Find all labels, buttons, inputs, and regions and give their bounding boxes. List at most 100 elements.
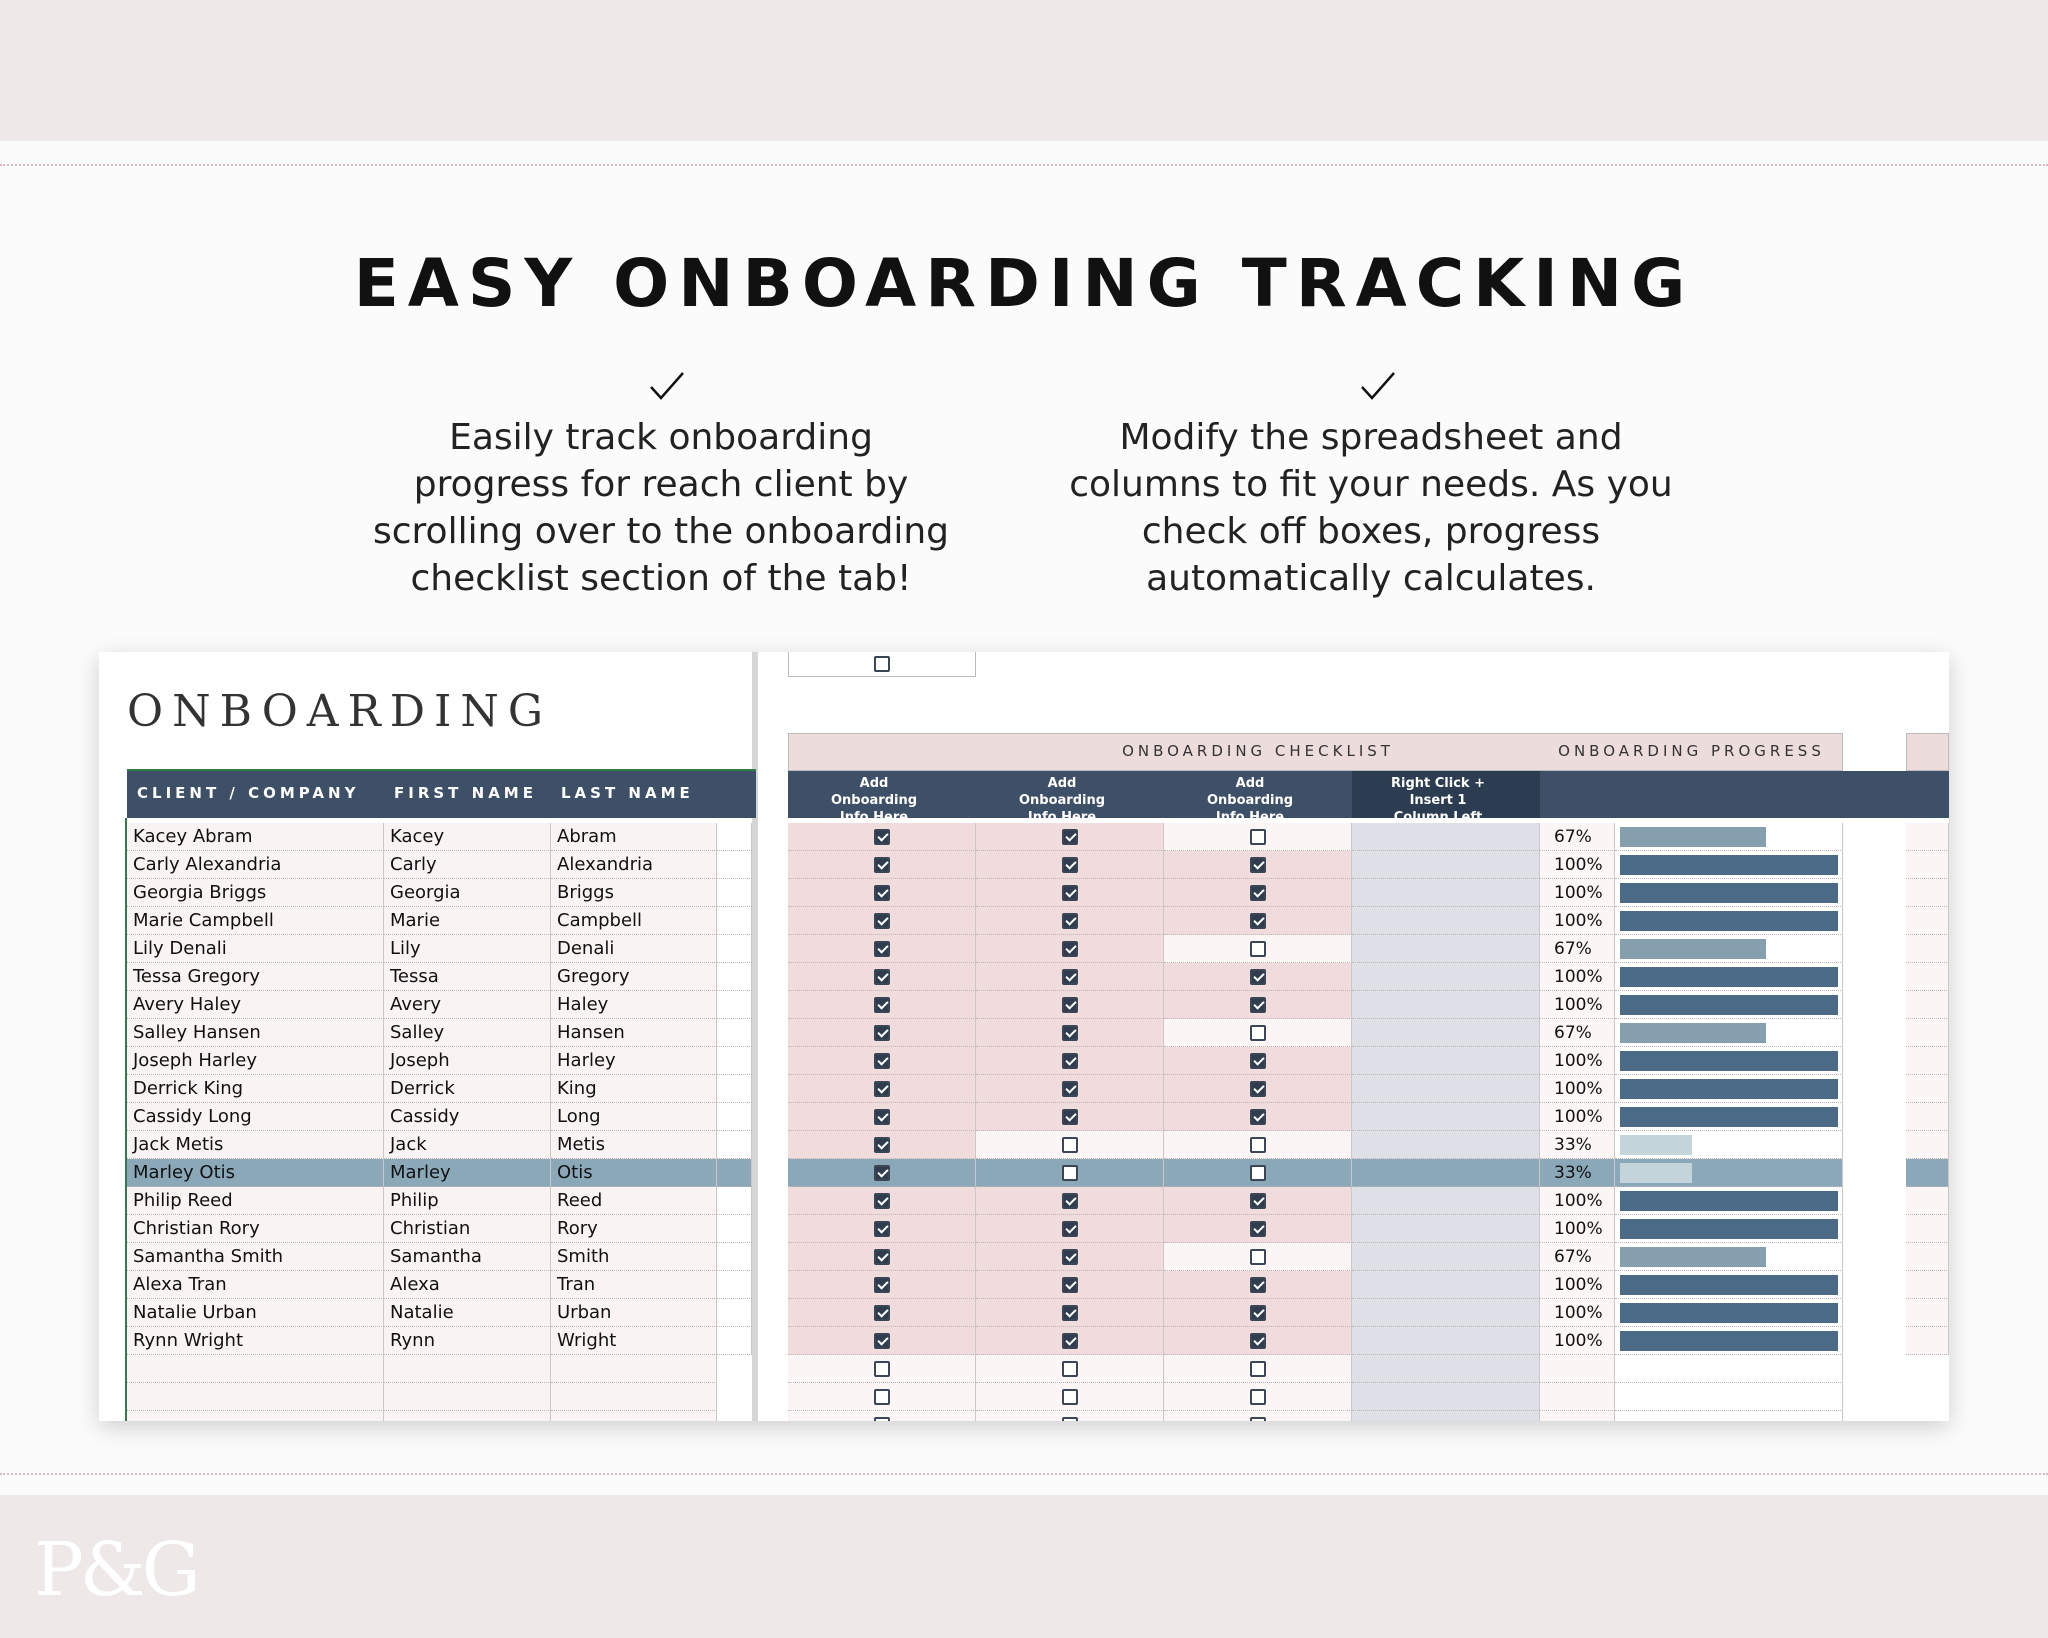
progress-label: 100%	[1540, 963, 1615, 991]
cell	[384, 1411, 551, 1421]
cell	[1906, 851, 1949, 879]
cell: Tran	[551, 1271, 717, 1299]
cell	[1906, 1131, 1949, 1159]
cell: Georgia Briggs	[127, 879, 384, 907]
checkbox	[1062, 857, 1078, 873]
progress-bar	[1620, 1191, 1838, 1211]
cell: Tessa Gregory	[127, 963, 384, 991]
cell: Briggs	[551, 879, 717, 907]
cell: Abram	[551, 823, 717, 851]
cell: Derrick King	[127, 1075, 384, 1103]
check-cell	[1164, 1271, 1352, 1299]
cell	[1906, 1047, 1949, 1075]
cell: Alexa Tran	[127, 1271, 384, 1299]
checkbox	[874, 1165, 890, 1181]
cell: Avery	[384, 991, 551, 1019]
checkbox	[874, 1361, 890, 1377]
top-band	[0, 0, 2048, 141]
cell: Alexandria	[551, 851, 717, 879]
progress-label: 100%	[1540, 1047, 1615, 1075]
cell: Kacey	[384, 823, 551, 851]
progress-bar	[1620, 939, 1767, 959]
empty-cell	[1352, 1047, 1540, 1075]
group-header-band	[1906, 733, 1949, 771]
checkbox	[1062, 829, 1078, 845]
progress-label: 67%	[1540, 1019, 1615, 1047]
cell	[976, 1411, 1164, 1421]
checkbox	[874, 997, 890, 1013]
cell	[717, 823, 752, 851]
cell: Samantha	[384, 1243, 551, 1271]
feature-text: Easily track onboarding progress for reac…	[341, 414, 981, 602]
cell	[717, 1047, 752, 1075]
feature-line: checklist section of the tab!	[410, 558, 912, 599]
progress-bar	[1620, 1051, 1838, 1071]
cell: Rynn Wright	[127, 1327, 384, 1355]
cell	[551, 1355, 717, 1383]
column-header: Add Onboarding Info Here	[830, 776, 918, 825]
cell: Natalie	[384, 1299, 551, 1327]
empty-cell	[1352, 879, 1540, 907]
progress-bar	[1620, 827, 1767, 847]
progress-label: 100%	[1540, 851, 1615, 879]
cell	[717, 1131, 752, 1159]
cell	[1906, 907, 1949, 935]
feature-line: progress for reach client by	[413, 464, 909, 505]
feature-line: Modify the spreadsheet and	[1119, 417, 1623, 458]
progress-label: 100%	[1540, 1327, 1615, 1355]
checkbox	[1250, 1361, 1266, 1377]
progress-label: 33%	[1540, 1131, 1615, 1159]
checkbox	[1250, 1277, 1266, 1293]
cell	[1615, 1411, 1843, 1421]
cell	[1906, 1215, 1949, 1243]
cell	[788, 1411, 976, 1421]
empty-cell	[1352, 907, 1540, 935]
cell	[717, 907, 752, 935]
checkbox	[1250, 1193, 1266, 1209]
cell	[717, 851, 752, 879]
progress-bar	[1620, 1247, 1767, 1267]
cell	[1906, 1243, 1949, 1271]
column-header: CLIENT / COMPANY	[137, 784, 360, 802]
cell: Otis	[551, 1159, 717, 1187]
progress-bar	[1620, 1079, 1838, 1099]
feature-text: Modify the spreadsheet and columns to fit…	[1051, 414, 1691, 602]
checkbox	[1062, 1277, 1078, 1293]
cell: Wright	[551, 1327, 717, 1355]
cell: Christian Rory	[127, 1215, 384, 1243]
cell	[717, 1215, 752, 1243]
cell: Marie Campbell	[127, 907, 384, 935]
cell	[1352, 1411, 1540, 1421]
cell	[1906, 1327, 1949, 1355]
cell	[1906, 1075, 1949, 1103]
cell: Urban	[551, 1299, 717, 1327]
cell: Haley	[551, 991, 717, 1019]
checkbox	[1250, 1417, 1266, 1421]
checkbox	[1062, 1081, 1078, 1097]
checkbox	[1062, 1025, 1078, 1041]
column-header: LAST NAME	[561, 784, 694, 802]
empty-cell	[1352, 851, 1540, 879]
checkbox	[1250, 1333, 1266, 1349]
feature-line: check off boxes, progress	[1141, 511, 1601, 552]
checkbox	[1250, 1305, 1266, 1321]
checkbox	[1250, 829, 1266, 845]
progress-bar	[1620, 995, 1838, 1015]
cell: Marley Otis	[127, 1159, 384, 1187]
cell-box	[788, 652, 976, 677]
cell: Philip Reed	[127, 1187, 384, 1215]
checkbox	[1250, 913, 1266, 929]
progress-bar	[1620, 911, 1838, 931]
cell: Campbell	[551, 907, 717, 935]
checkbox	[1250, 885, 1266, 901]
cell: Lily Denali	[127, 935, 384, 963]
checkbox	[874, 1053, 890, 1069]
checkbox	[1250, 969, 1266, 985]
cell: Cassidy	[384, 1103, 551, 1131]
checkbox	[1062, 1417, 1078, 1421]
cell: Long	[551, 1103, 717, 1131]
checkbox	[1250, 941, 1266, 957]
checkbox	[1250, 1137, 1266, 1153]
checkbox	[1250, 997, 1266, 1013]
